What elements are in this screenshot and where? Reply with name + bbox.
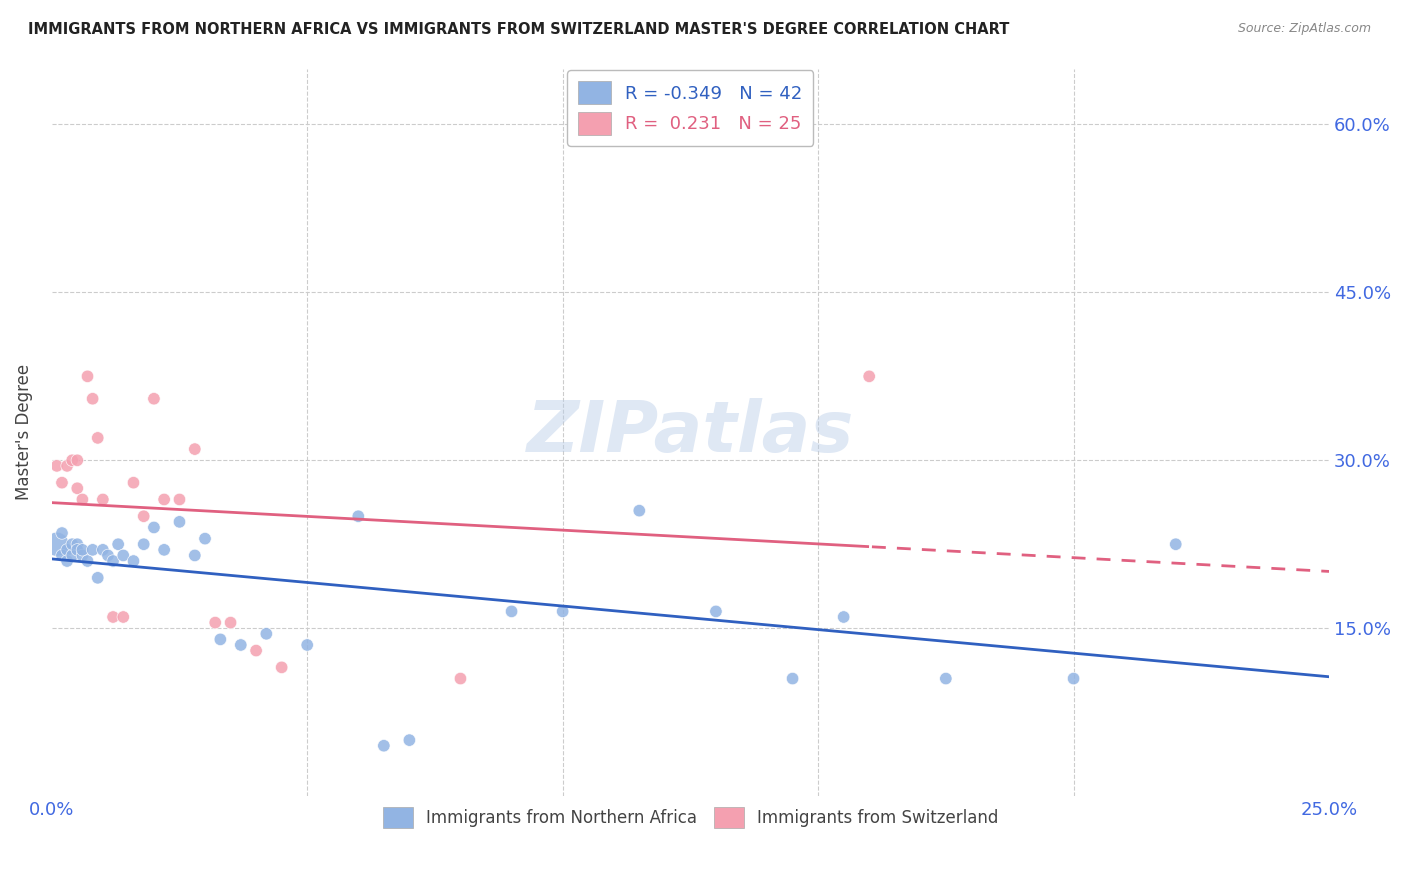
Point [107, 537, 129, 551]
Point [1063, 672, 1085, 686]
Point [66, 453, 89, 467]
Point [51, 475, 73, 490]
Point [72, 549, 94, 563]
Point [373, 739, 395, 753]
Point [87, 431, 110, 445]
Point [112, 610, 135, 624]
Point [184, 442, 207, 456]
Point [169, 515, 191, 529]
Y-axis label: Master's Degree: Master's Degree [15, 364, 32, 500]
Point [51, 549, 73, 563]
Point [169, 492, 191, 507]
Point [704, 604, 727, 618]
Point [398, 733, 420, 747]
Point [82, 392, 104, 406]
Point [270, 660, 292, 674]
Point [204, 615, 226, 630]
Point [295, 638, 318, 652]
Text: ZIPatlas: ZIPatlas [527, 398, 853, 467]
Point [91, 542, 114, 557]
Point [450, 672, 472, 686]
Point [229, 638, 252, 652]
Point [551, 604, 574, 618]
Point [45, 537, 67, 551]
Point [132, 509, 155, 524]
Point [1164, 537, 1187, 551]
Point [66, 542, 89, 557]
Point [254, 627, 277, 641]
Point [76, 554, 98, 568]
Point [935, 672, 957, 686]
Point [347, 509, 370, 524]
Point [101, 610, 124, 624]
Point [122, 554, 145, 568]
Point [91, 492, 114, 507]
Point [76, 369, 98, 384]
Point [56, 554, 79, 568]
Point [142, 520, 165, 534]
Point [782, 672, 804, 686]
Text: IMMIGRANTS FROM NORTHERN AFRICA VS IMMIGRANTS FROM SWITZERLAND MASTER'S DEGREE C: IMMIGRANTS FROM NORTHERN AFRICA VS IMMIG… [28, 22, 1010, 37]
Point [87, 571, 110, 585]
Point [66, 537, 89, 551]
Point [832, 610, 855, 624]
Point [628, 503, 651, 517]
Point [72, 492, 94, 507]
Point [184, 549, 207, 563]
Point [51, 526, 73, 541]
Point [56, 542, 79, 557]
Point [501, 604, 523, 618]
Point [82, 542, 104, 557]
Point [45, 458, 67, 473]
Point [60, 453, 83, 467]
Point [858, 369, 880, 384]
Point [245, 643, 267, 657]
Point [132, 537, 155, 551]
Text: Source: ZipAtlas.com: Source: ZipAtlas.com [1237, 22, 1371, 36]
Point [194, 532, 217, 546]
Point [60, 549, 83, 563]
Point [122, 475, 145, 490]
Point [153, 542, 176, 557]
Legend: Immigrants from Northern Africa, Immigrants from Switzerland: Immigrants from Northern Africa, Immigra… [375, 800, 1005, 835]
Point [219, 615, 242, 630]
Point [66, 481, 89, 495]
Point [142, 392, 165, 406]
Point [56, 458, 79, 473]
Point [72, 542, 94, 557]
Point [101, 554, 124, 568]
Point [153, 492, 176, 507]
Point [60, 537, 83, 551]
Point [112, 549, 135, 563]
Point [97, 549, 120, 563]
Point [209, 632, 232, 647]
